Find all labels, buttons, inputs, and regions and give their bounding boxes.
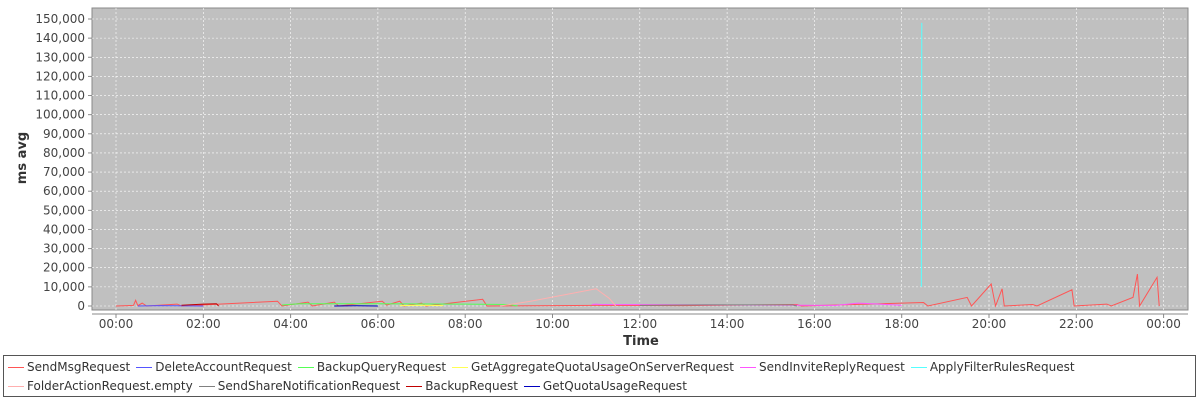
series-line-FolderActionRequest.empty (500, 288, 617, 307)
y-tick-label: 70,000 (43, 165, 85, 179)
series-line-SendMsgRequest (115, 273, 1160, 308)
x-tick-label: 16:00 (797, 317, 832, 331)
y-tick-label: 60,000 (43, 184, 85, 198)
x-tick-label: 20:00 (972, 317, 1007, 331)
legend-label: SendShareNotificationRequest (217, 379, 401, 393)
legend-swatch (136, 367, 153, 368)
legend: SendMsgRequest DeleteAccountRequest Backup… (3, 355, 1196, 397)
series-line-SendShareNotificationRequest (639, 304, 798, 307)
legend-swatch (523, 386, 540, 387)
x-tick-label: 12:00 (623, 317, 658, 331)
line-chart: 0 10,000 20,000 30,000 40,000 50,000 60,000 70,… (15, 7, 1189, 349)
legend-item: DeleteAccountRequest (136, 360, 292, 374)
series-line-SendInviteReplyRequest (591, 302, 902, 306)
legend-swatch (8, 367, 24, 368)
legend-item: GetQuotaUsageRequest (523, 379, 687, 393)
y-tick-label: 130,000 (35, 50, 85, 64)
legend-item: SendInviteReplyRequest (739, 360, 905, 374)
y-tick-label: 140,000 (35, 31, 85, 45)
legend-label: BackupRequest (425, 379, 518, 393)
series-line-BackupRequest (181, 303, 219, 307)
legend-item: BackupQueryRequest (297, 360, 447, 374)
legend-label: GetQuotaUsageRequest (542, 379, 687, 393)
x-tick-label: 00:00 (99, 317, 134, 331)
x-tick-label: 10:00 (535, 317, 570, 331)
legend-swatch (452, 367, 469, 368)
x-tick-label: 18:00 (884, 317, 919, 331)
legend-swatch (406, 386, 423, 387)
y-tick-label: 110,000 (35, 89, 85, 103)
legend-label: DeleteAccountRequest (155, 360, 292, 374)
x-tick-label: 02:00 (186, 317, 221, 331)
legend-label: ApplyFilterRulesRequest (929, 360, 1075, 374)
legend-item: SendMsgRequest (8, 360, 130, 374)
legend-swatch (8, 386, 24, 387)
legend-swatch (198, 386, 215, 387)
legend-label: SendInviteReplyRequest (758, 360, 905, 374)
y-tick-label: 20,000 (43, 261, 85, 275)
y-tick-label: 120,000 (35, 69, 85, 83)
x-tick-label: 14:00 (710, 317, 745, 331)
legend-swatch (910, 367, 927, 368)
legend-item: SendShareNotificationRequest (198, 379, 401, 393)
x-tick-label: 08:00 (448, 317, 483, 331)
x-axis-label: Time (623, 334, 659, 349)
y-tick-label: 0 (77, 299, 85, 313)
legend-item: ApplyFilterRulesRequest (910, 360, 1075, 374)
y-axis-label: ms avg (15, 132, 30, 184)
x-tick-label: 22:00 (1059, 317, 1094, 331)
x-tick-label: 04:00 (273, 317, 308, 331)
legend-swatch (297, 367, 314, 368)
y-tick-label: 100,000 (35, 108, 85, 122)
y-tick-label: 90,000 (43, 127, 85, 141)
x-tick-label: 06:00 (361, 317, 396, 331)
y-tick-label: 50,000 (43, 203, 85, 217)
y-tick-label: 80,000 (43, 146, 85, 160)
legend-swatch (739, 367, 756, 368)
y-tick-label: 30,000 (43, 242, 85, 256)
y-tick-label: 40,000 (43, 222, 85, 236)
y-tick-label: 150,000 (35, 12, 85, 26)
plot-area (91, 7, 1189, 311)
legend-label: GetAggregateQuotaUsageOnServerRequest (471, 360, 734, 374)
x-tick-label: 00:00 (1146, 317, 1181, 331)
legend-item: BackupRequest (406, 379, 518, 393)
legend-item: GetAggregateQuotaUsageOnServerRequest (452, 360, 734, 374)
legend-item: FolderActionRequest.empty (8, 379, 193, 393)
legend-label: BackupQueryRequest (316, 360, 447, 374)
legend-label: SendMsgRequest (27, 360, 131, 374)
y-tick-label: 10,000 (43, 280, 85, 294)
legend-label: FolderActionRequest.empty (27, 379, 193, 393)
